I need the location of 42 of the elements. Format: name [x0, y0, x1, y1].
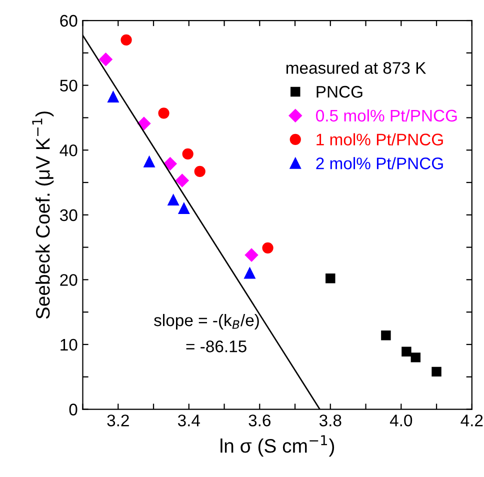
legend-label: 2 mol% Pt/PNCG [316, 157, 443, 170]
x-tick-label: 4.2 [460, 414, 483, 426]
y-tick-label: 30 [60, 209, 78, 222]
y-tick-label: 50 [60, 80, 78, 92]
annotation: slope = -(k$_{B}$/e) [154, 314, 259, 330]
x-tick-label: 4.0 [390, 414, 412, 426]
point [194, 166, 206, 178]
x-tick-label: 3.6 [248, 414, 270, 426]
legend-label: 1 mol% Pt/PNCG [316, 133, 443, 146]
point [244, 248, 258, 262]
point [144, 156, 155, 168]
y-tick-label: 0 [69, 404, 78, 416]
x-axis-title: ln σ (S cm$^{−1}$) [220, 435, 334, 457]
point [244, 268, 256, 279]
point [158, 108, 170, 119]
point [120, 34, 132, 46]
y-tick-label: 40 [60, 144, 78, 156]
y-tick-label: 20 [60, 274, 78, 286]
point [182, 148, 194, 160]
y-tick-label: 10 [60, 338, 78, 351]
point [178, 202, 190, 214]
point [326, 274, 336, 284]
x-tick-label: 3.8 [319, 414, 342, 426]
point [99, 52, 112, 66]
point [410, 352, 421, 362]
legend-label: PNCG [316, 86, 362, 98]
point [262, 242, 274, 254]
annotation: = -86.15 [186, 340, 246, 352]
x-tick-label: 3.2 [107, 414, 129, 426]
point [164, 157, 177, 170]
legend-label: 0.5 mol% Pt/PNCG [316, 109, 457, 122]
x-tick-label: 3.4 [178, 414, 200, 426]
point [176, 174, 189, 188]
point [381, 330, 391, 340]
y-axis-title: Seebeck Coef. (μV K$^{−1}$) [32, 112, 54, 319]
y-tick-label: 60 [60, 14, 78, 27]
point [432, 366, 442, 377]
point [137, 116, 151, 130]
point [402, 346, 412, 356]
point [168, 194, 179, 206]
legend-title: measured at 873 K [286, 62, 426, 74]
point [108, 91, 119, 103]
